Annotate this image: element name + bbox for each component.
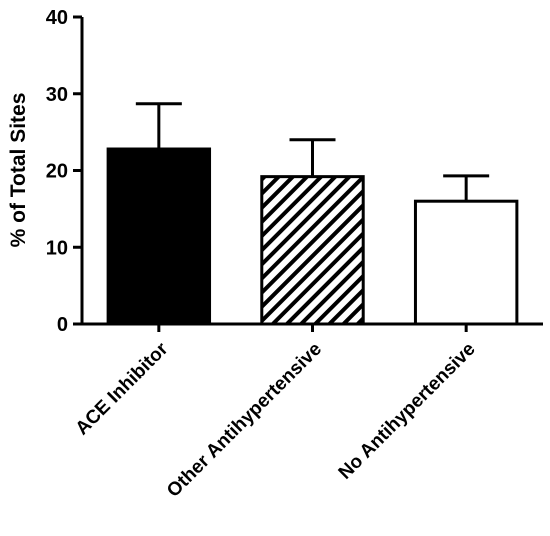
y-tick-label: 10 [46,237,68,259]
y-tick-label: 0 [57,314,68,336]
y-axis-label: % of Total Sites [7,93,30,248]
x-tick-label: ACE Inhibitor [72,338,173,439]
y-tick-label: 30 [46,84,68,106]
x-tick-label: No Antihypertensive [335,339,480,484]
bars-group [106,102,519,326]
bar [413,199,519,326]
y-tick-label: 20 [46,161,68,183]
y-ticks: 0 10 20 30 40 [46,7,82,336]
y-tick-label: 40 [46,7,68,29]
bar [106,147,212,326]
x-tick-label: Other Antihypertensive [163,339,326,502]
bar [260,175,365,326]
